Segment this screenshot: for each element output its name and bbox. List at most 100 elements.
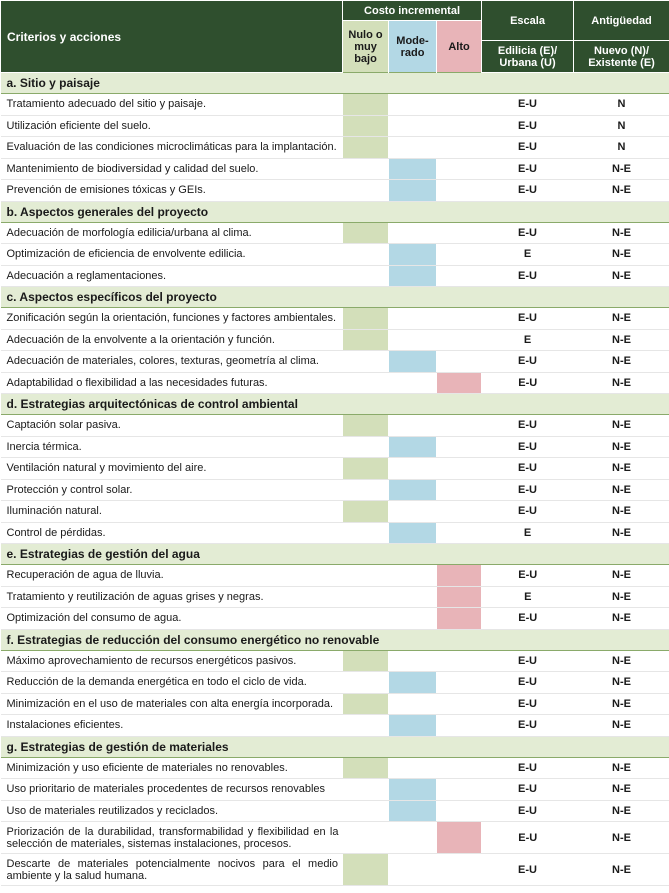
criterion-text: Optimización de eficiencia de envolvente… [0,243,343,266]
cost-mod-cell [388,479,437,501]
cost-mod-cell [388,564,437,587]
cost-low-cell [342,329,389,351]
section-title: c. Aspectos específicos del proyecto [0,286,669,308]
scale-cell: E [481,243,574,266]
criterion-text: Ventilación natural y movimiento del air… [0,457,343,480]
section-header-row: c. Aspectos específicos del proyecto [0,286,669,308]
cost-low-cell [342,479,389,501]
table-body: a. Sitio y paisaje Tratamiento adecuado d… [0,72,669,886]
cost-low-cell [342,650,389,672]
age-cell: N-E [573,800,669,822]
table-row: Tratamiento y reutilización de aguas gri… [0,586,669,608]
age-cell: N-E [573,329,669,351]
criterion-text: Minimización y uso eficiente de material… [0,757,343,779]
cost-mod-cell [388,800,437,822]
scale-cell: E-U [481,500,574,523]
cost-mod-cell [388,329,437,351]
cost-mod-cell [388,671,437,694]
table-row: Optimización del consumo de agua. E-U N-E [0,607,669,630]
section-header-row: a. Sitio y paisaje [0,72,669,94]
cost-mod-cell [388,821,437,854]
cost-low-cell [342,821,389,854]
criterion-text: Adecuación de materiales, colores, textu… [0,350,343,373]
age-cell: N-E [573,586,669,608]
cost-mod-cell [388,522,437,544]
cost-high-cell [436,457,482,480]
cost-high-header: Alto [435,20,483,73]
cost-high-cell [436,222,482,244]
scale-cell: E-U [481,800,574,822]
scale-cell: E-U [481,457,574,480]
cost-mod-cell [388,372,437,394]
cost-low-cell [342,372,389,394]
criterion-text: Adecuación de la envolvente a la orienta… [0,329,343,351]
age-cell: N-E [573,693,669,715]
cost-low-cell [342,136,389,159]
criteria-header: Criterios y acciones [0,0,343,73]
table-row: Adecuación de morfología edilicia/urbana… [0,222,669,244]
cost-low-header: Nulo o muy bajo [342,20,389,73]
table-row: Minimización en el uso de materiales con… [0,693,669,715]
age-cell: N-E [573,778,669,801]
cost-high-cell [436,693,482,715]
section-title: f. Estrategias de reducción del consumo … [0,628,669,651]
scale-cell: E-U [481,778,574,801]
cost-mod-cell [388,307,437,330]
scale-cell: E-U [481,414,574,437]
age-cell: N-E [573,853,669,886]
criterion-text: Utilización eficiente del suelo. [0,115,343,137]
cost-mod-cell [388,457,437,480]
cost-low-cell [342,564,389,587]
cost-mod-cell [388,158,437,180]
table-row: Utilización eficiente del suelo. E-U N [0,115,669,137]
table-row: Zonificación según la orientación, funci… [0,307,669,330]
cost-high-cell [436,714,482,737]
cost-low-cell [342,222,389,244]
age-cell: N-E [573,222,669,244]
scale-cell: E-U [481,650,574,672]
criterion-text: Minimización en el uso de materiales con… [0,693,343,715]
table-row: Reducción de la demanda energética en to… [0,671,669,694]
criterion-text: Mantenimiento de biodiversidad y calidad… [0,158,343,180]
age-subheader: Nuevo (N)/ Existente (E) [573,40,669,73]
cost-high-cell [436,778,482,801]
criterion-text: Adaptabilidad o flexibilidad a las neces… [0,372,343,394]
criterion-text: Priorización de la durabilidad, transfor… [0,821,343,854]
scale-cell: E-U [481,93,574,116]
cost-high-cell [436,329,482,351]
cost-low-cell [342,115,389,137]
age-cell: N-E [573,650,669,672]
cost-low-cell [342,350,389,373]
cost-mod-cell [388,179,437,202]
criterion-text: Iluminación natural. [0,500,343,523]
scale-cell: E-U [481,222,574,244]
table-row: Recuperación de agua de lluvia. E-U N-E [0,564,669,587]
table-row: Inercia térmica. E-U N-E [0,436,669,458]
age-cell: N-E [573,414,669,437]
cost-mod-cell [388,265,437,287]
scale-cell: E-U [481,265,574,287]
scale-cell: E-U [481,564,574,587]
scale-cell: E-U [481,757,574,779]
age-cell: N-E [573,158,669,180]
cost-high-cell [435,821,483,854]
scale-cell: E-U [481,136,574,159]
table-row: Ventilación natural y movimiento del air… [0,457,669,480]
table-row: Captación solar pasiva. E-U N-E [0,414,669,437]
cost-high-cell [436,158,482,180]
scale-cell: E-U [481,607,574,630]
scale-cell: E-U [481,350,574,373]
section-title: e. Estrategias de gestión del agua [0,543,669,565]
section-header-row: f. Estrategias de reducción del consumo … [0,628,669,651]
cost-mod-cell [388,693,437,715]
section-title: g. Estrategias de gestión de materiales [0,735,669,758]
criterion-text: Captación solar pasiva. [0,414,343,437]
cost-high-cell [436,265,482,287]
cost-low-cell [342,586,389,608]
age-cell: N-E [573,714,669,737]
scale-cell: E-U [481,115,574,137]
cost-mod-cell [388,222,437,244]
table-row: Máximo aprovechamiento de recursos energ… [0,650,669,672]
scale-subheader: Edilicia (E)/ Urbana (U) [481,40,575,73]
cost-low-cell [342,757,389,779]
